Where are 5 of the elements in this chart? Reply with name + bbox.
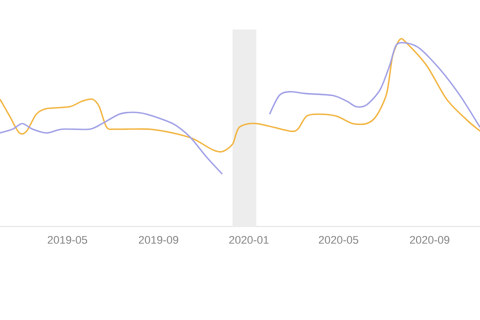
x-tick-label: 2020-05 bbox=[318, 236, 358, 244]
x-tick-label: 2020-09 bbox=[410, 236, 450, 244]
x-tick-label: 2019-05 bbox=[48, 236, 88, 244]
x-tick-label: 2020-01 bbox=[229, 236, 269, 244]
x-tick-label: 2019-09 bbox=[138, 236, 178, 244]
